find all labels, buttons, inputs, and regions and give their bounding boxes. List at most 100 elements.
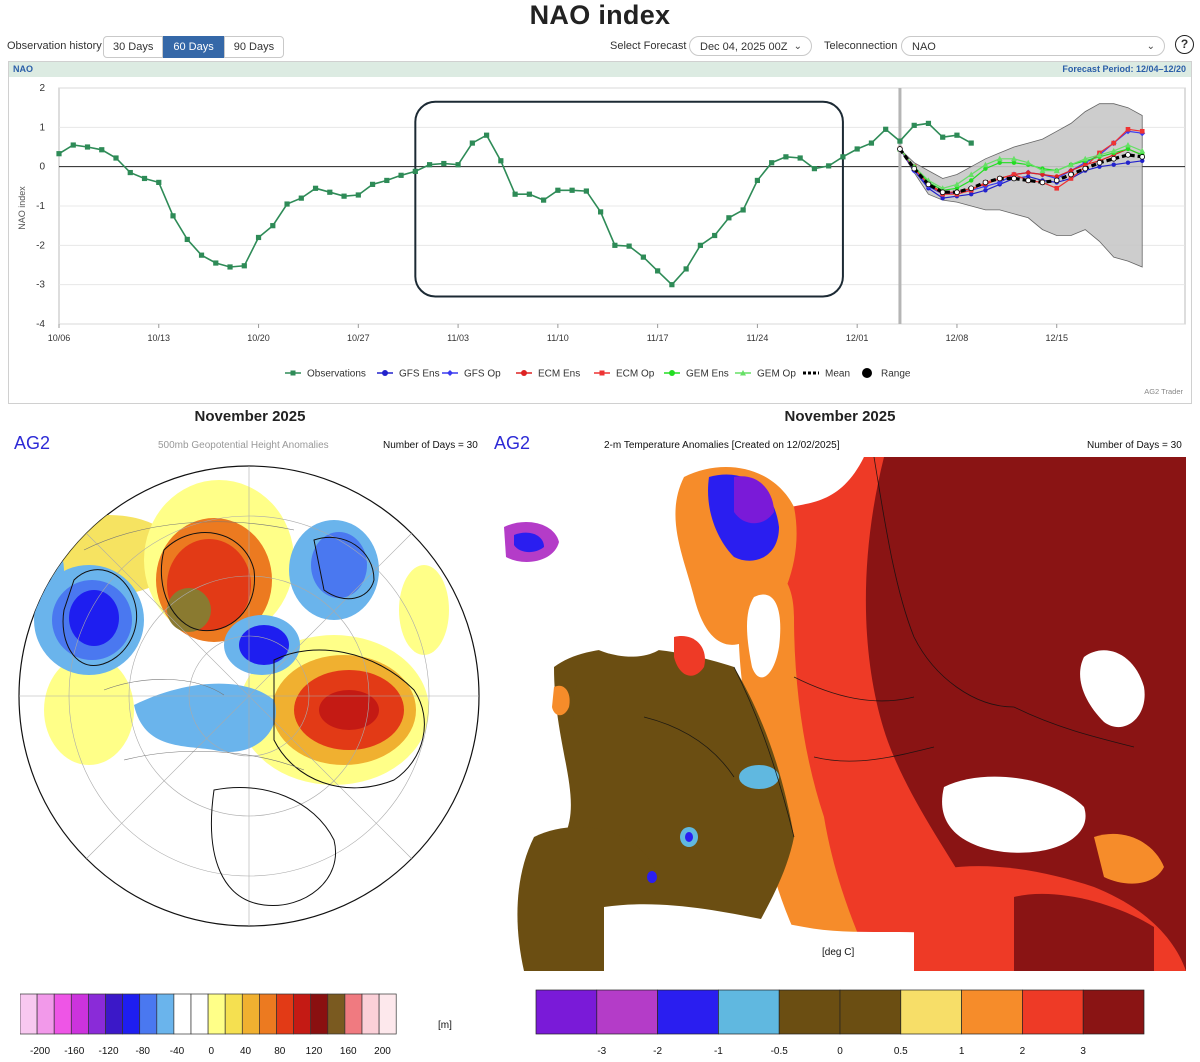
right-colorbar-swatch bbox=[1022, 989, 1084, 1035]
mean-point bbox=[1082, 165, 1089, 172]
observation-point bbox=[854, 146, 860, 152]
legend-label-gem-op: GEM Op bbox=[757, 369, 796, 380]
left-colorbar-label: -120 bbox=[98, 1046, 118, 1057]
observation-point bbox=[569, 187, 575, 193]
left-colorbar-label: -40 bbox=[170, 1046, 185, 1057]
x-tick-label: 10/06 bbox=[48, 333, 71, 343]
observation-point bbox=[455, 162, 461, 168]
left-colorbar: -200 -160 -120 -80 -40 0 40 80 120 160 200 [m] bbox=[20, 993, 452, 1057]
ecm-op-point bbox=[1011, 172, 1017, 177]
left-map-days: Number of Days = 30 bbox=[383, 440, 478, 451]
ecm-ens-point bbox=[1026, 170, 1031, 175]
panel-header-bar: NAO Forecast Period: 12/04–12/20 bbox=[9, 62, 1191, 77]
observation-point bbox=[840, 154, 846, 160]
observation-point bbox=[270, 223, 276, 229]
range-button-90-days[interactable]: 90 Days bbox=[223, 36, 285, 58]
x-tick-label: 10/13 bbox=[148, 333, 171, 343]
observation-point bbox=[284, 201, 290, 207]
gem-op-point bbox=[1124, 142, 1131, 148]
gem-op-point bbox=[1139, 147, 1146, 154]
observation-point bbox=[526, 191, 532, 197]
legend-label-gem-ens: GEM Ens bbox=[686, 369, 729, 380]
gfs-ens-point bbox=[983, 188, 988, 193]
observation-point bbox=[426, 162, 433, 168]
legend-gem-op-marker bbox=[740, 370, 746, 376]
range-button-30-days[interactable]: 30 Days bbox=[103, 36, 164, 58]
gem-op-line bbox=[899, 144, 1143, 189]
observation-point bbox=[255, 234, 262, 241]
observation-point bbox=[640, 254, 646, 260]
right-map-subtitle: 2-m Temperature Anomalies [Created on 12… bbox=[604, 440, 840, 451]
forecast-select[interactable]: Dec 04, 2025 00Z ⌄ bbox=[689, 36, 812, 56]
left-colorbar-unit: [m] bbox=[438, 1020, 452, 1031]
observation-point bbox=[198, 252, 205, 258]
left-colorbar-label: -160 bbox=[64, 1046, 84, 1057]
ecm-op-point bbox=[1111, 140, 1117, 146]
nao-line-chart: NAO index AG2 Trader -4 -3 -2 -1 0 1 2 10/06 10/… bbox=[17, 83, 1186, 396]
observation-point bbox=[811, 166, 818, 172]
x-tick-label: 11/10 bbox=[547, 333, 569, 343]
left-map-title: November 2025 bbox=[194, 408, 306, 425]
right-colorbar-swatch bbox=[961, 989, 1023, 1035]
left-colorbar-swatch bbox=[53, 993, 72, 1035]
gfs-ens-point bbox=[969, 192, 974, 197]
gem-op-point bbox=[982, 161, 989, 168]
mean-point bbox=[1039, 179, 1046, 186]
observation-point bbox=[355, 192, 361, 198]
left-colorbar-swatch bbox=[310, 993, 329, 1035]
right-colorbar-swatch bbox=[657, 989, 719, 1035]
observation-point bbox=[626, 243, 632, 249]
y-tick-label: -2 bbox=[36, 240, 45, 251]
legend-range-marker bbox=[862, 368, 872, 378]
gem-ens-point bbox=[969, 178, 974, 183]
observation-point bbox=[826, 163, 832, 169]
chart-credit: AG2 Trader bbox=[1144, 387, 1183, 396]
left-colorbar-label: 0 bbox=[208, 1046, 214, 1057]
observation-point bbox=[911, 122, 917, 128]
x-tick-label: 10/20 bbox=[247, 333, 270, 343]
legend-label-observations: Observations bbox=[307, 369, 366, 380]
mean-point bbox=[1096, 159, 1103, 166]
left-colorbar-swatch bbox=[361, 993, 380, 1035]
observation-point bbox=[327, 189, 333, 195]
legend-ecm-op-marker bbox=[599, 370, 605, 376]
x-tick-label: 11/24 bbox=[746, 333, 768, 343]
left-colorbar-swatch bbox=[88, 993, 106, 1035]
observation-point bbox=[598, 209, 604, 215]
teleconnection-select[interactable]: NAO ⌄ bbox=[901, 36, 1165, 56]
observation-point bbox=[868, 140, 875, 146]
legend-gfs-ens-marker bbox=[382, 370, 388, 376]
range-button-60-days[interactable]: 60 Days bbox=[163, 36, 224, 58]
mean-point bbox=[897, 146, 903, 152]
observation-point bbox=[84, 144, 91, 150]
page-title: NAO index bbox=[529, 0, 671, 30]
y-tick-label: 0 bbox=[39, 162, 45, 173]
y-tick-label: 2 bbox=[39, 83, 45, 94]
right-colorbar-swatch bbox=[900, 989, 962, 1035]
gem-op-point bbox=[953, 181, 960, 187]
right-map-title: November 2025 bbox=[784, 408, 896, 425]
left-colorbar-swatch bbox=[20, 993, 38, 1035]
legend-label-gfs-ens: GFS Ens bbox=[399, 369, 440, 380]
gem-ens-point bbox=[997, 160, 1002, 165]
gfs-ens-point bbox=[1111, 162, 1116, 167]
gem-op-point bbox=[1039, 167, 1046, 174]
observation-point bbox=[170, 213, 176, 219]
gem-op-point bbox=[1082, 155, 1089, 162]
observation-point bbox=[70, 142, 76, 148]
observation-point bbox=[583, 188, 589, 194]
observation-point bbox=[612, 242, 618, 248]
gem-op-point bbox=[996, 155, 1003, 162]
ecm-op-point bbox=[1125, 127, 1131, 132]
observation-point bbox=[113, 155, 119, 161]
controls-bar: Observation history 30 Days 60 Days 90 Day… bbox=[0, 34, 1200, 60]
legend-label-range: Range bbox=[881, 369, 911, 380]
question-circle-icon[interactable]: ? bbox=[1175, 35, 1194, 54]
mean-point bbox=[925, 181, 932, 188]
legend-observations-marker bbox=[290, 370, 296, 376]
ecm-ens-point bbox=[1040, 172, 1045, 177]
ecm-ens-point bbox=[1054, 174, 1059, 179]
observation-point bbox=[213, 260, 219, 266]
observation-point bbox=[712, 232, 718, 239]
observation-point bbox=[312, 185, 319, 191]
